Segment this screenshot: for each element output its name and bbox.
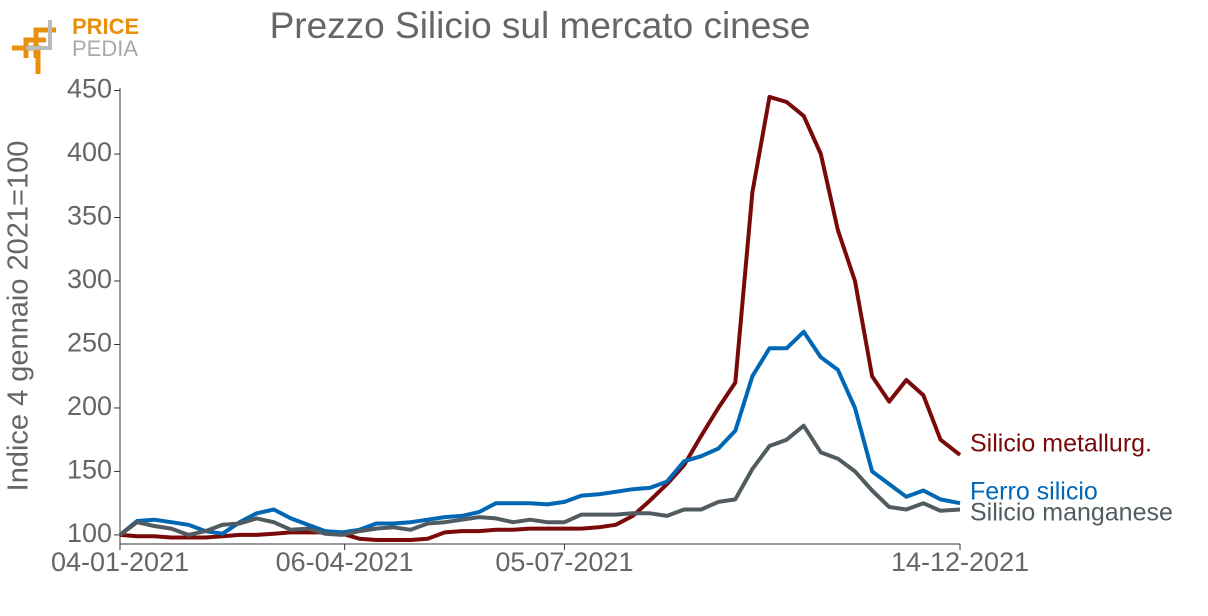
series-line <box>119 94 962 542</box>
legend-label: Silicio manganese <box>970 499 1173 527</box>
series-line <box>118 329 961 537</box>
y-axis-label: Indice 4 gennaio 2021=100 <box>3 141 35 492</box>
y-tick-label: 350 <box>67 201 112 231</box>
legend-label: Ferro silicio <box>970 478 1098 506</box>
x-tick-label: 04-01-2021 <box>51 547 189 577</box>
y-tick-label: 100 <box>67 518 112 548</box>
series-line <box>118 423 961 537</box>
y-tick-label: 200 <box>67 391 112 421</box>
legend-label: Silicio metallurg. <box>970 429 1152 457</box>
y-tick-label: 400 <box>67 137 112 167</box>
x-tick-label: 14-12-2021 <box>891 547 1029 577</box>
chart-title: Prezzo Silicio sul mercato cinese <box>270 5 811 46</box>
y-tick-label: 250 <box>67 328 112 358</box>
x-tick-label: 06-04-2021 <box>276 547 414 577</box>
y-tick-label: 150 <box>67 455 112 485</box>
logo-icon <box>26 20 52 50</box>
y-tick-label: 450 <box>67 74 112 104</box>
logo-text: PEDIA <box>72 36 138 61</box>
y-tick-label: 300 <box>67 264 112 294</box>
logo: PRICE PEDIA <box>12 14 139 74</box>
x-tick-label: 05-07-2021 <box>495 547 633 577</box>
logo-text: PRICE <box>72 14 139 39</box>
